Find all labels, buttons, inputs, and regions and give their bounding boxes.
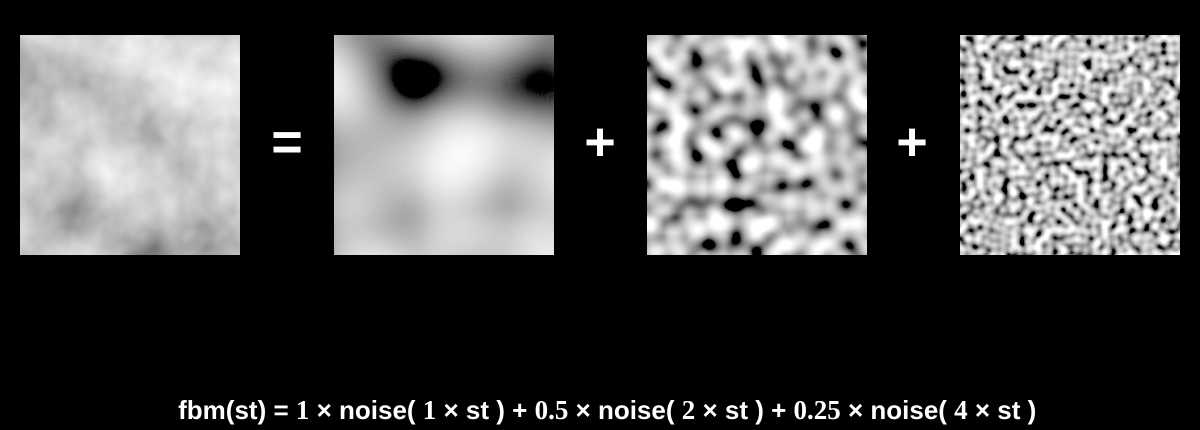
plus-sign-2: +	[896, 112, 928, 172]
octave-1-noise-panel	[334, 35, 554, 255]
formula-frequency-1: 1	[422, 395, 437, 425]
formula-term-tail-1: × st ) +	[436, 395, 535, 425]
formula-noise-call-2: × noise(	[568, 395, 682, 425]
fbm-formula: fbm(st) = 1 × noise( 1 × st ) + 0.5 × no…	[0, 350, 1200, 430]
formula-term-tail-2: × st ) +	[695, 395, 794, 425]
octave-3-noise-panel	[960, 35, 1180, 255]
formula-frequency-2: 2	[681, 395, 696, 425]
fbm-result-noise-panel	[20, 35, 240, 255]
formula-term-tail-3: × st )	[967, 395, 1037, 425]
formula-lhs: fbm(st) =	[178, 395, 296, 425]
formula-amplitude-3: 0.25	[793, 395, 841, 425]
equals-sign: =	[271, 112, 303, 172]
plus-sign-1: +	[584, 112, 616, 172]
formula-noise-call-1: × noise(	[309, 395, 423, 425]
formula-frequency-3: 4	[954, 395, 968, 425]
octave-2-noise-panel	[647, 35, 867, 255]
formula-noise-call-3: × noise(	[840, 395, 955, 425]
formula-amplitude-2: 0.5	[534, 395, 569, 425]
formula-amplitude-1: 1	[295, 395, 310, 425]
